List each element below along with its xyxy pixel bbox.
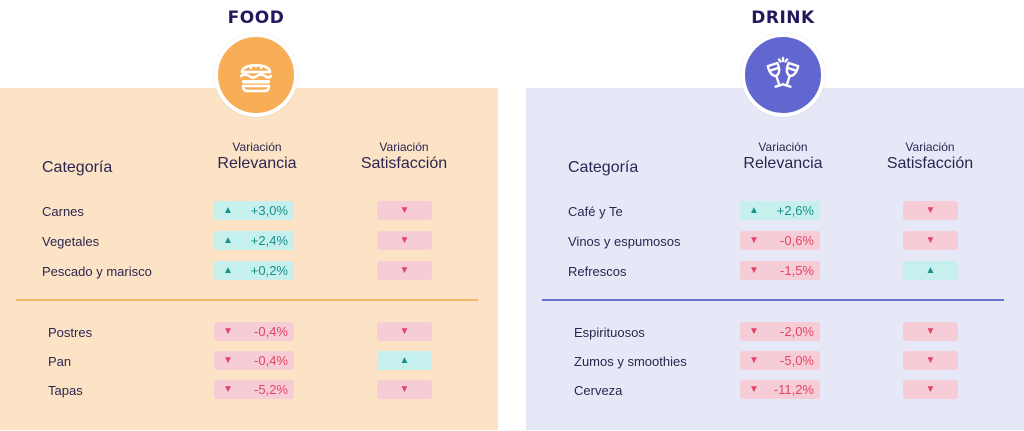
drink-relevancia-badge: ▼ -1,5% [740,261,820,280]
arrow-down-icon: ▼ [925,355,936,366]
arrow-down-icon: ▼ [399,235,410,246]
arrow-up-icon: ▲ [399,355,410,366]
arrow-up-icon: ▲ [223,235,233,246]
arrow-down-icon: ▼ [749,265,759,276]
food-row-label: Vegetales [42,234,100,249]
arrow-down-icon: ▼ [223,355,233,366]
drink-relevancia-header: Variación Relevancia [743,140,823,172]
drink-row-label: Café y Te [568,204,623,219]
food-divider [16,299,478,301]
arrow-down-icon: ▼ [749,355,759,366]
drink-divider [542,299,1004,301]
food-satisfaccion-badge: ▼ [377,261,432,280]
food-row-label: Postres [48,325,93,340]
food-relevancia-badge: ▲ +3,0% [214,201,294,220]
drink-relevancia-value: +2,6% [776,203,814,218]
drink-title: DRINK [751,8,815,28]
drink-relevancia-badge: ▼ -2,0% [740,322,820,341]
drink-panel [526,88,1024,430]
burger-icon [239,63,273,93]
food-satisfaccion-badge: ▼ [377,322,432,341]
food-panel [0,88,498,430]
arrow-down-icon: ▼ [749,235,759,246]
drink-satisfaccion-badge: ▼ [903,231,958,250]
arrow-down-icon: ▼ [925,205,936,216]
food-relevancia-badge: ▲ +2,4% [214,231,294,250]
drink-relevancia-badge: ▲ +2,6% [740,201,820,220]
food-relevancia-badge: ▼ -5,2% [214,380,294,399]
food-row-label: Pan [48,354,72,369]
drink-satisfaccion-badge: ▼ [903,380,958,399]
arrow-up-icon: ▲ [925,265,936,276]
food-row-label: Tapas [48,383,83,398]
food-satisfaccion-badge: ▼ [377,380,432,399]
arrow-down-icon: ▼ [925,326,936,337]
drink-row-label: Espirituosos [574,325,645,340]
food-title: FOOD [227,8,285,28]
arrow-down-icon: ▼ [399,205,410,216]
food-relevancia-value: +0,2% [250,263,288,278]
drink-row-label: Refrescos [568,264,627,279]
food-relevancia-badge: ▼ -0,4% [214,351,294,370]
drink-relevancia-value: -0,6% [780,233,814,248]
arrow-down-icon: ▼ [399,384,410,395]
arrow-down-icon: ▼ [399,265,410,276]
food-relevancia-value: -0,4% [254,353,288,368]
drink-satisfaccion-badge: ▼ [903,201,958,220]
drink-relevancia-value: -2,0% [780,324,814,339]
drink-relevancia-value: -5,0% [780,353,814,368]
drink-badge [741,33,825,117]
food-relevancia-value: +2,4% [250,233,288,248]
drink-row-label: Zumos y smoothies [574,354,687,369]
arrow-down-icon: ▼ [223,326,233,337]
drink-row-label: Cerveza [574,383,623,398]
food-row-label: Pescado y marisco [42,264,152,279]
drink-relevancia-value: -11,2% [773,382,814,397]
arrow-up-icon: ▲ [223,265,233,276]
drink-satisfaccion-badge: ▲ [903,261,958,280]
food-relevancia-badge: ▲ +0,2% [214,261,294,280]
food-relevancia-value: -5,2% [254,382,288,397]
drink-category-header: Categoría [568,159,639,176]
arrow-down-icon: ▼ [925,384,936,395]
food-relevancia-value: +3,0% [250,203,288,218]
arrow-up-icon: ▲ [749,205,759,216]
arrow-down-icon: ▼ [925,235,936,246]
food-badge [214,33,298,117]
food-satisfaccion-badge: ▼ [377,231,432,250]
arrow-down-icon: ▼ [749,326,759,337]
drink-row-label: Vinos y espumosos [568,234,681,249]
arrow-up-icon: ▲ [223,205,233,216]
arrow-down-icon: ▼ [749,384,759,395]
drink-relevancia-badge: ▼ -0,6% [740,231,820,250]
food-relevancia-value: -0,4% [254,324,288,339]
drink-relevancia-badge: ▼ -11,2% [740,380,820,399]
wine-glasses-icon [766,56,800,88]
drink-satisfaccion-header: Variación Satisfacción [886,140,974,172]
food-satisfaccion-badge: ▲ [377,351,432,370]
drink-relevancia-badge: ▼ -5,0% [740,351,820,370]
arrow-down-icon: ▼ [223,384,233,395]
food-satisfaccion-badge: ▼ [377,201,432,220]
drink-satisfaccion-badge: ▼ [903,322,958,341]
food-row-label: Carnes [42,204,84,219]
drink-satisfaccion-badge: ▼ [903,351,958,370]
drink-relevancia-value: -1,5% [780,263,814,278]
food-category-header: Categoría [42,159,113,176]
arrow-down-icon: ▼ [399,326,410,337]
food-relevancia-badge: ▼ -0,4% [214,322,294,341]
food-relevancia-header: Variación Relevancia [217,140,297,172]
food-satisfaccion-header: Variación Satisfacción [360,140,448,172]
